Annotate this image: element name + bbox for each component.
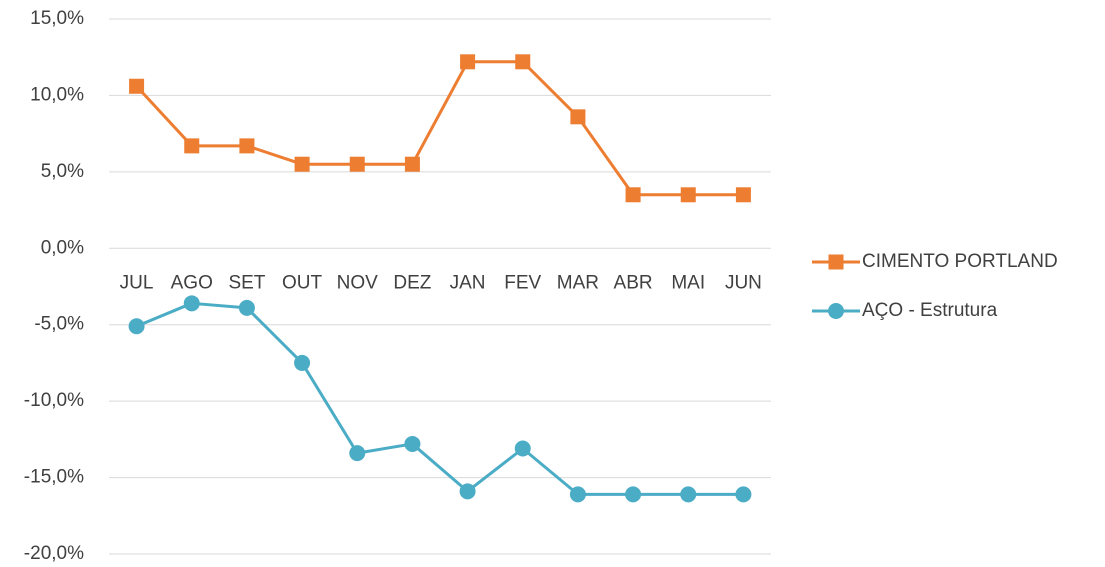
series-line xyxy=(135,60,744,197)
data-point xyxy=(514,440,531,457)
x-tick-label: JAN xyxy=(450,272,486,293)
x-tick-label: OUT xyxy=(282,272,323,293)
y-tick-label: 0,0% xyxy=(41,237,84,258)
x-tick-label: MAR xyxy=(557,272,599,293)
y-tick-label: 15,0% xyxy=(30,8,84,29)
y-tick-label: 10,0% xyxy=(30,84,84,105)
x-tick-label: NOV xyxy=(337,272,379,293)
data-point xyxy=(625,486,642,503)
y-tick-label: -10,0% xyxy=(24,390,84,411)
x-tick-label: JUL xyxy=(120,272,154,293)
data-point xyxy=(680,187,696,203)
data-point xyxy=(625,187,641,203)
data-point xyxy=(515,54,531,70)
data-point xyxy=(459,483,476,500)
data-point xyxy=(183,295,200,312)
data-point xyxy=(129,78,145,94)
data-point xyxy=(460,54,476,70)
data-point xyxy=(680,486,697,503)
data-point xyxy=(238,299,255,316)
series-line xyxy=(136,301,744,496)
data-point xyxy=(404,156,420,172)
y-tick-label: -15,0% xyxy=(24,467,84,488)
y-tick-label: 5,0% xyxy=(41,161,84,182)
data-point xyxy=(404,435,421,452)
data-point xyxy=(294,156,310,172)
x-tick-label: JUN xyxy=(725,272,762,293)
x-tick-label: FEV xyxy=(504,272,541,293)
data-point xyxy=(349,445,366,462)
data-point xyxy=(128,318,145,335)
legend-label: CIMENTO PORTLAND xyxy=(862,251,1058,272)
data-point xyxy=(294,354,311,371)
x-tick-label: AGO xyxy=(171,272,213,293)
x-tick-label: ABR xyxy=(614,272,653,293)
legend-label: AÇO - Estrutura xyxy=(862,300,998,321)
legend-marker xyxy=(828,303,844,319)
data-point xyxy=(570,109,586,125)
data-point xyxy=(735,486,752,503)
data-point xyxy=(184,138,200,154)
y-tick-label: -20,0% xyxy=(24,543,84,564)
legend-marker xyxy=(828,254,844,270)
y-tick-label: -5,0% xyxy=(34,314,84,335)
data-point xyxy=(239,138,255,154)
x-tick-label: MAI xyxy=(671,272,705,293)
x-tick-label: DEZ xyxy=(393,272,431,293)
data-point xyxy=(569,486,586,503)
data-point xyxy=(735,187,751,203)
x-tick-label: SET xyxy=(228,272,265,293)
data-point xyxy=(349,156,365,172)
